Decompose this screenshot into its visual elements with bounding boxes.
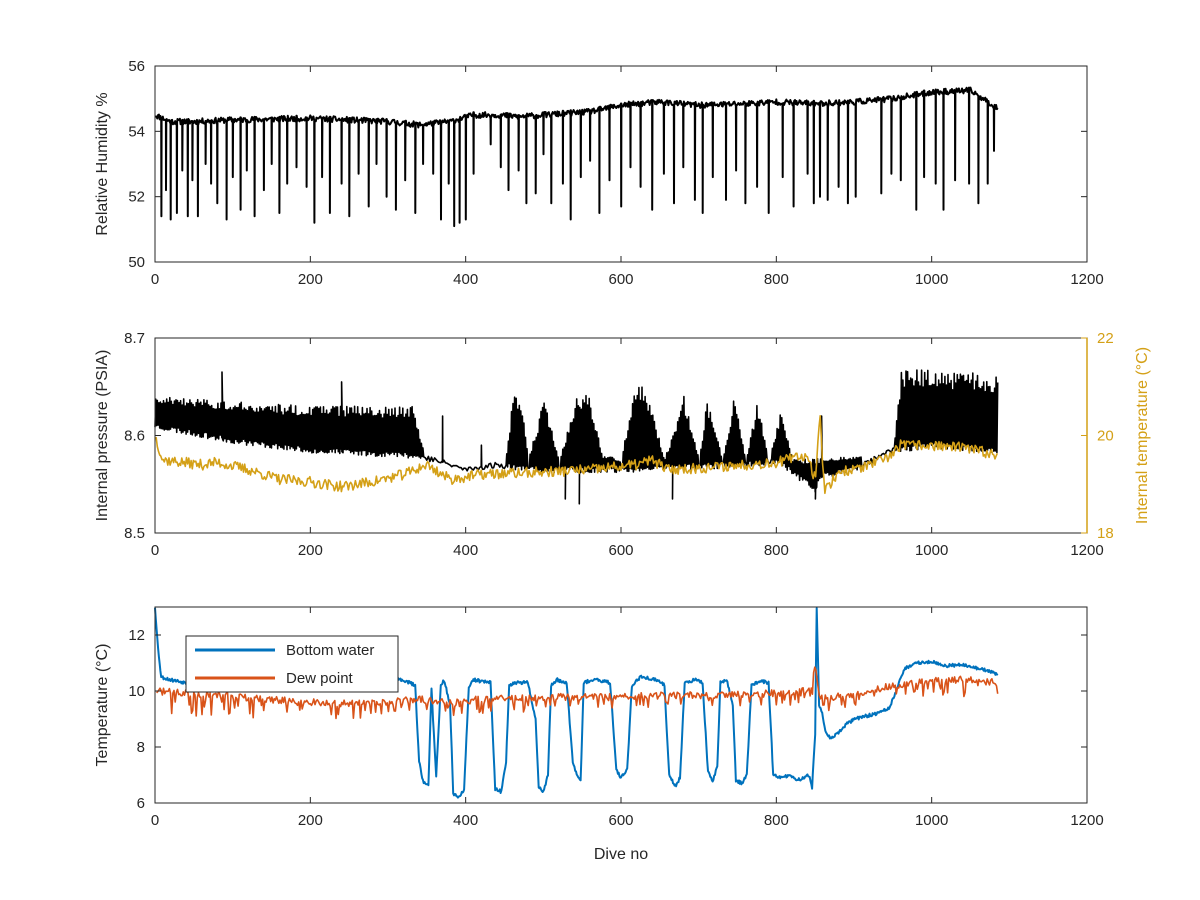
y-right-tick-label: 18	[1097, 525, 1114, 542]
y-tick-label: 56	[128, 58, 145, 75]
pressure-series-line	[154, 369, 999, 505]
x-tick-label: 200	[298, 271, 323, 288]
legend-label-dew-point: Dew point	[286, 670, 354, 687]
x-tick-label: 1200	[1070, 271, 1103, 288]
x-tick-label: 1200	[1070, 542, 1103, 559]
legend-box	[185, 635, 399, 693]
y-tick-label: 54	[128, 123, 145, 140]
humidity-panel: 0 200 400 600 800 1000 1200 50 52 54 56 Relative H…	[94, 58, 1104, 288]
y-tick-label: 50	[128, 254, 145, 271]
x-tick-label: 600	[608, 542, 633, 559]
pressure-panel: 0 200 400 600 800 1000 1200 8.5 8.6 8.7 18 20 22 Int…	[94, 330, 1151, 559]
y-right-tick-label: 20	[1097, 428, 1114, 445]
temperature-ylabel: Temperature (°C)	[94, 644, 111, 767]
y-tick-label: 8.6	[124, 428, 145, 445]
humidity-ticks: 0 200 400 600 800 1000 1200 50 52 54 56	[128, 58, 1103, 288]
pressure-plot-lines	[154, 369, 999, 505]
x-tick-label: 400	[453, 542, 478, 559]
y-tick-label: 8.7	[124, 330, 145, 347]
x-tick-label: 200	[298, 542, 323, 559]
x-tick-label: 0	[151, 271, 159, 288]
x-tick-label: 1000	[915, 271, 948, 288]
x-tick-label: 600	[608, 271, 633, 288]
x-tick-label: 1200	[1070, 812, 1103, 829]
y-tick-label: 12	[128, 627, 145, 644]
legend-label-bottom-water: Bottom water	[286, 642, 374, 659]
x-tick-label: 600	[608, 812, 633, 829]
temperature-ticks: 0 200 400 600 800 1000 1200 6 8 10 12	[128, 607, 1104, 829]
y-tick-label: 10	[128, 683, 145, 700]
temperature-xlabel: Dive no	[594, 846, 648, 863]
x-tick-label: 1000	[915, 542, 948, 559]
pressure-ticks: 0 200 400 600 800 1000 1200 8.5 8.6 8.7 18 20 22	[124, 330, 1114, 559]
humidity-series-line	[154, 86, 999, 228]
x-tick-label: 800	[764, 812, 789, 829]
y-tick-label: 52	[128, 189, 145, 206]
x-tick-label: 1000	[915, 812, 948, 829]
humidity-ylabel: Relative Humidity %	[94, 92, 111, 235]
x-tick-label: 400	[453, 812, 478, 829]
pressure-ylabel-right: Internal temperature (°C)	[1134, 347, 1151, 524]
x-tick-label: 400	[453, 271, 478, 288]
x-tick-label: 800	[764, 271, 789, 288]
y-tick-label: 8.5	[124, 525, 145, 542]
x-tick-label: 800	[764, 542, 789, 559]
internal-temperature-line	[154, 415, 999, 495]
y-tick-label: 8	[137, 739, 145, 756]
dew-point-line	[156, 666, 999, 720]
x-tick-label: 200	[298, 812, 323, 829]
humidity-plot-lines	[154, 86, 999, 228]
x-tick-label: 0	[151, 542, 159, 559]
y-tick-label: 6	[137, 795, 145, 812]
legend: Bottom water Dew point	[185, 635, 399, 693]
x-tick-label: 0	[151, 812, 159, 829]
temperature-panel: 0 200 400 600 800 1000 1200 6 8 10 12 Temperature …	[94, 606, 1104, 863]
pressure-ylabel: Internal pressure (PSIA)	[94, 350, 111, 522]
y-right-tick-label: 22	[1097, 330, 1114, 347]
